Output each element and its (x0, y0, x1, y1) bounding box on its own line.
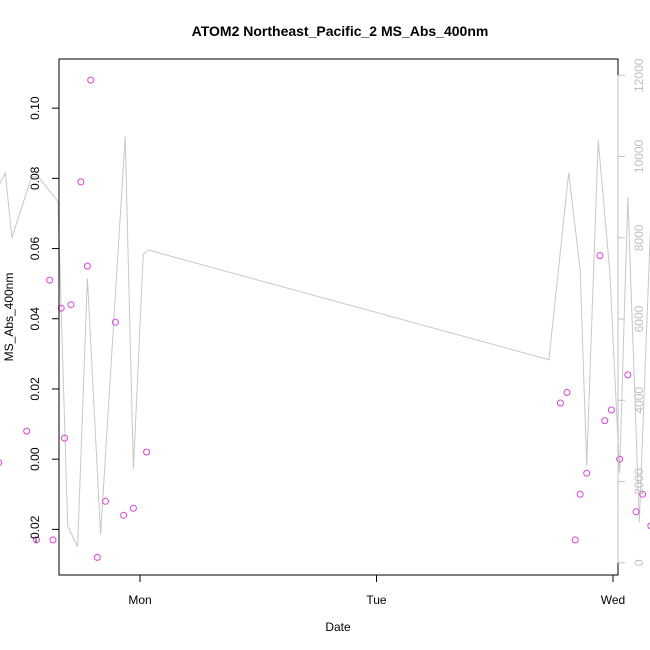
data-point (46, 276, 54, 284)
y-axis-label: MS_Abs_400nm (2, 273, 16, 362)
data-point (624, 371, 632, 379)
y-tick-label: 0.00 (28, 447, 42, 471)
y-tick-label: 0.08 (28, 166, 42, 190)
y-tick-label: 0.04 (28, 307, 42, 331)
series-layer (0, 76, 650, 561)
data-point (111, 318, 119, 326)
right-y-tick-label: 2000 (632, 468, 646, 495)
data-point (647, 522, 650, 530)
data-point (102, 497, 109, 505)
data-point (571, 536, 579, 544)
data-point (556, 399, 564, 407)
data-point (0, 459, 3, 466)
chart-title: ATOM2 Northeast_Pacific_2 MS_Abs_400nm (192, 23, 489, 39)
data-point (616, 455, 624, 463)
data-point (632, 508, 640, 516)
data-point (83, 262, 91, 270)
data-point (57, 304, 65, 312)
data-point (639, 490, 647, 498)
y-tick-label: 0.06 (28, 237, 42, 261)
data-point (93, 553, 101, 561)
y-tick-label: 0.10 (28, 96, 42, 120)
x-tick-label: Mon (128, 593, 151, 607)
data-point (563, 389, 571, 396)
data-point (23, 427, 31, 435)
plot-box (58, 58, 619, 576)
data-point (583, 469, 591, 477)
data-point (33, 536, 40, 544)
data-point (61, 434, 68, 442)
data-point (576, 490, 584, 498)
data-point (129, 504, 137, 512)
x-tick-label: Tue (366, 593, 387, 607)
data-point (607, 406, 615, 414)
data-point (49, 536, 57, 544)
data-point (67, 301, 75, 309)
data-point (143, 448, 151, 456)
right-y-tick-label: 6000 (632, 305, 646, 332)
x-axis-label: Date (325, 620, 351, 634)
axis-layer: Mon Tue Wed -0.02 0.00 0.02 0.04 0.06 0.08 0.10 0 2… (28, 58, 646, 607)
data-point (601, 417, 609, 425)
x-tick-label: Wed (601, 593, 625, 607)
right-axis-series-line (0, 136, 650, 547)
data-point (87, 76, 95, 84)
y-tick-label: 0.02 (28, 377, 42, 401)
data-point (77, 178, 85, 186)
y-tick-label: -0.02 (28, 515, 42, 543)
data-point (596, 252, 604, 260)
right-y-tick-label: 0 (632, 559, 646, 566)
right-y-tick-label: 12000 (632, 58, 646, 92)
right-y-tick-label: 8000 (632, 224, 646, 251)
data-point (120, 511, 128, 519)
right-y-tick-label: 10000 (632, 140, 646, 174)
right-y-tick-label: 4000 (632, 387, 646, 414)
